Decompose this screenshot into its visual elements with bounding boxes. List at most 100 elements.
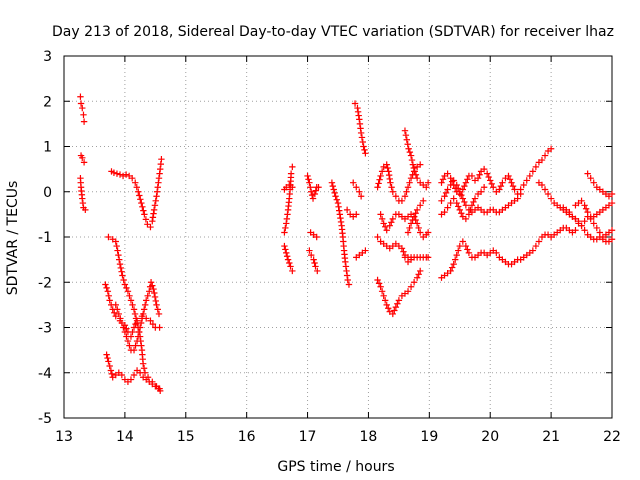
data-point (144, 292, 151, 300)
data-point (342, 258, 349, 266)
data-point (314, 267, 321, 275)
data-point (388, 219, 395, 226)
data-point (411, 168, 418, 175)
data-point (480, 184, 488, 191)
data-point (375, 180, 382, 187)
data-point (464, 176, 471, 183)
data-point (315, 184, 322, 191)
data-point (140, 306, 148, 313)
data-point (153, 301, 160, 309)
data-point (157, 165, 164, 173)
data-point (154, 184, 161, 191)
data-point (329, 182, 337, 190)
data-point (80, 111, 87, 119)
data-point (424, 179, 432, 186)
data-point (353, 184, 360, 191)
data-point (313, 233, 320, 241)
data-point (447, 199, 454, 207)
data-point (121, 328, 129, 336)
data-point (514, 195, 521, 202)
data-point (532, 242, 540, 250)
data-point (590, 179, 597, 186)
data-point (121, 281, 129, 288)
data-point (386, 222, 393, 229)
data-point (378, 215, 386, 223)
data-point (157, 387, 164, 395)
data-point (417, 267, 424, 275)
data-point (596, 229, 604, 236)
data-point (308, 188, 315, 195)
data-point (424, 254, 432, 261)
data-point (312, 263, 319, 270)
series-arc-9 (281, 163, 296, 236)
data-point (337, 218, 345, 226)
data-point (343, 267, 350, 275)
data-point (398, 245, 406, 252)
series-arc-15 (328, 179, 353, 288)
data-point (400, 248, 407, 255)
data-point (356, 188, 363, 195)
data-point (383, 227, 390, 234)
data-point (511, 186, 518, 193)
data-point (108, 370, 115, 378)
data-point (342, 263, 350, 270)
data-point (374, 184, 381, 191)
data-point (130, 306, 138, 313)
data-point (488, 180, 495, 188)
x-tick-label: 14 (116, 429, 134, 445)
data-point (358, 134, 366, 141)
data-point (385, 305, 392, 312)
data-point (126, 292, 133, 300)
data-point (133, 317, 141, 324)
data-series (77, 93, 616, 395)
data-point (330, 186, 337, 193)
data-point (404, 229, 412, 236)
data-point (535, 238, 543, 245)
data-point (362, 247, 369, 254)
data-point (105, 233, 112, 241)
data-point (529, 247, 537, 254)
data-point (468, 202, 476, 209)
data-point (158, 155, 165, 163)
y-axis-label: SDTVAR / TECUs (5, 181, 21, 296)
data-point (587, 174, 594, 182)
data-point (532, 163, 540, 171)
data-point (462, 179, 470, 186)
data-point (150, 206, 158, 214)
data-point (153, 193, 160, 200)
data-point (392, 303, 400, 311)
data-point (149, 320, 157, 328)
y-tick-label: -1 (38, 230, 52, 246)
data-point (79, 199, 87, 207)
data-point (401, 127, 409, 134)
data-point (385, 168, 392, 175)
y-tick-label: -3 (38, 321, 52, 337)
data-point (124, 337, 132, 345)
data-point (138, 342, 145, 349)
series-arc-19 (353, 247, 369, 261)
data-point (150, 285, 157, 293)
data-point (149, 214, 157, 221)
data-point (310, 256, 317, 263)
data-point (128, 174, 136, 182)
data-point (343, 272, 351, 279)
data-point (131, 310, 139, 318)
y-tick-label: -2 (38, 275, 52, 291)
data-point (141, 211, 148, 218)
data-point (130, 346, 138, 354)
data-point (133, 184, 140, 191)
series-arc-20 (374, 161, 424, 204)
data-point (149, 217, 156, 225)
data-point (407, 174, 415, 182)
data-point (415, 271, 422, 278)
data-point (155, 179, 162, 186)
data-point (308, 251, 315, 259)
data-point (115, 310, 122, 318)
axis-ticks (63, 55, 613, 419)
x-tick-label: 17 (299, 429, 317, 445)
data-point (593, 224, 600, 232)
data-point (453, 181, 460, 189)
data-point (79, 154, 86, 162)
data-point (136, 192, 143, 199)
data-point (572, 215, 579, 223)
